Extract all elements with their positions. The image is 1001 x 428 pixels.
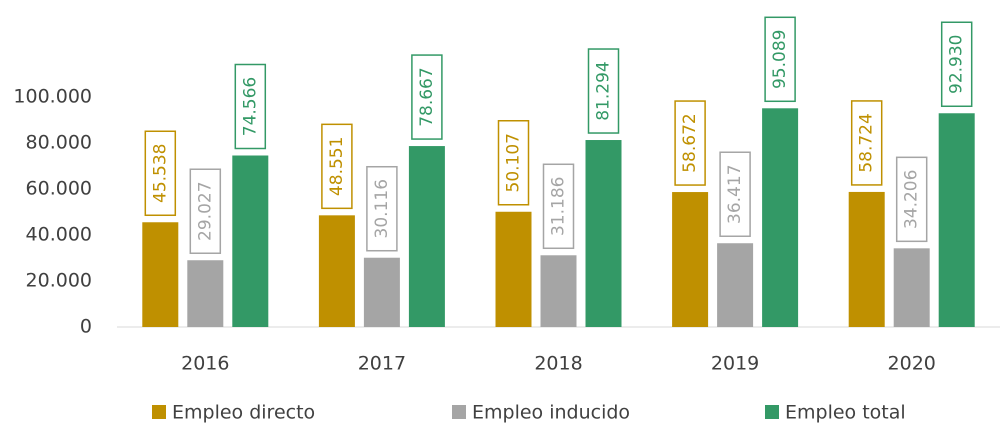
value-label-box xyxy=(850,100,883,186)
legend-swatch xyxy=(452,405,466,419)
y-tick-label: 80.000 xyxy=(26,132,92,154)
value-label: 95.089 xyxy=(770,30,790,89)
bar xyxy=(585,140,622,327)
bar xyxy=(232,155,269,327)
x-tick-label: 2016 xyxy=(181,353,229,375)
legend-label: Empleo directo xyxy=(172,402,315,424)
x-tick-label: 2018 xyxy=(534,353,582,375)
x-tick-label: 2020 xyxy=(888,353,936,375)
bar xyxy=(318,215,355,327)
value-label: 81.294 xyxy=(594,61,614,120)
bar xyxy=(363,257,400,327)
bar xyxy=(142,222,179,327)
legend-label: Empleo total xyxy=(785,402,906,424)
value-label-box xyxy=(587,48,620,134)
value-label: 29.027 xyxy=(195,181,215,240)
value-label-box xyxy=(497,120,530,206)
value-label: 48.551 xyxy=(327,137,347,196)
bar xyxy=(717,243,754,327)
x-tick-label: 2017 xyxy=(358,353,406,375)
value-label: 45.538 xyxy=(150,144,170,203)
x-tick-label: 2019 xyxy=(711,353,759,375)
value-label: 74.566 xyxy=(240,77,260,136)
value-label: 30.116 xyxy=(372,179,392,238)
bar xyxy=(672,192,709,327)
value-label-box xyxy=(189,168,222,254)
bar xyxy=(187,260,224,327)
y-tick-label: 40.000 xyxy=(26,224,92,246)
value-label: 78.667 xyxy=(417,67,437,126)
value-label-box xyxy=(411,54,443,140)
value-label-box xyxy=(366,165,398,252)
bar xyxy=(540,255,577,327)
bar xyxy=(848,191,885,327)
value-label-box xyxy=(234,63,267,150)
bar xyxy=(938,113,975,327)
legend-swatch xyxy=(152,405,166,419)
y-tick-label: 20.000 xyxy=(26,270,92,292)
value-label-box xyxy=(940,21,973,108)
value-label-box xyxy=(719,151,751,237)
bar xyxy=(893,248,930,327)
value-label: 50.107 xyxy=(504,133,524,192)
bar xyxy=(495,211,532,327)
y-tick-label: 100.000 xyxy=(13,86,92,108)
value-label-box xyxy=(764,16,796,103)
legend-swatch xyxy=(765,405,779,419)
y-tick-label: 0 xyxy=(80,316,92,338)
legend-label: Empleo inducido xyxy=(472,402,630,424)
value-label-box xyxy=(542,163,575,250)
value-label: 58.672 xyxy=(680,113,700,172)
value-label-box xyxy=(321,123,353,210)
value-label: 36.417 xyxy=(725,164,745,223)
value-label: 31.186 xyxy=(549,177,569,236)
value-label: 34.206 xyxy=(902,170,922,229)
value-label-box xyxy=(674,100,706,186)
y-tick-label: 60.000 xyxy=(26,178,92,200)
value-label-box xyxy=(895,156,928,243)
value-label: 58.724 xyxy=(857,113,877,172)
value-label: 92.930 xyxy=(947,35,967,94)
bar xyxy=(408,146,445,327)
bar xyxy=(762,108,799,327)
value-label-box xyxy=(144,130,177,217)
